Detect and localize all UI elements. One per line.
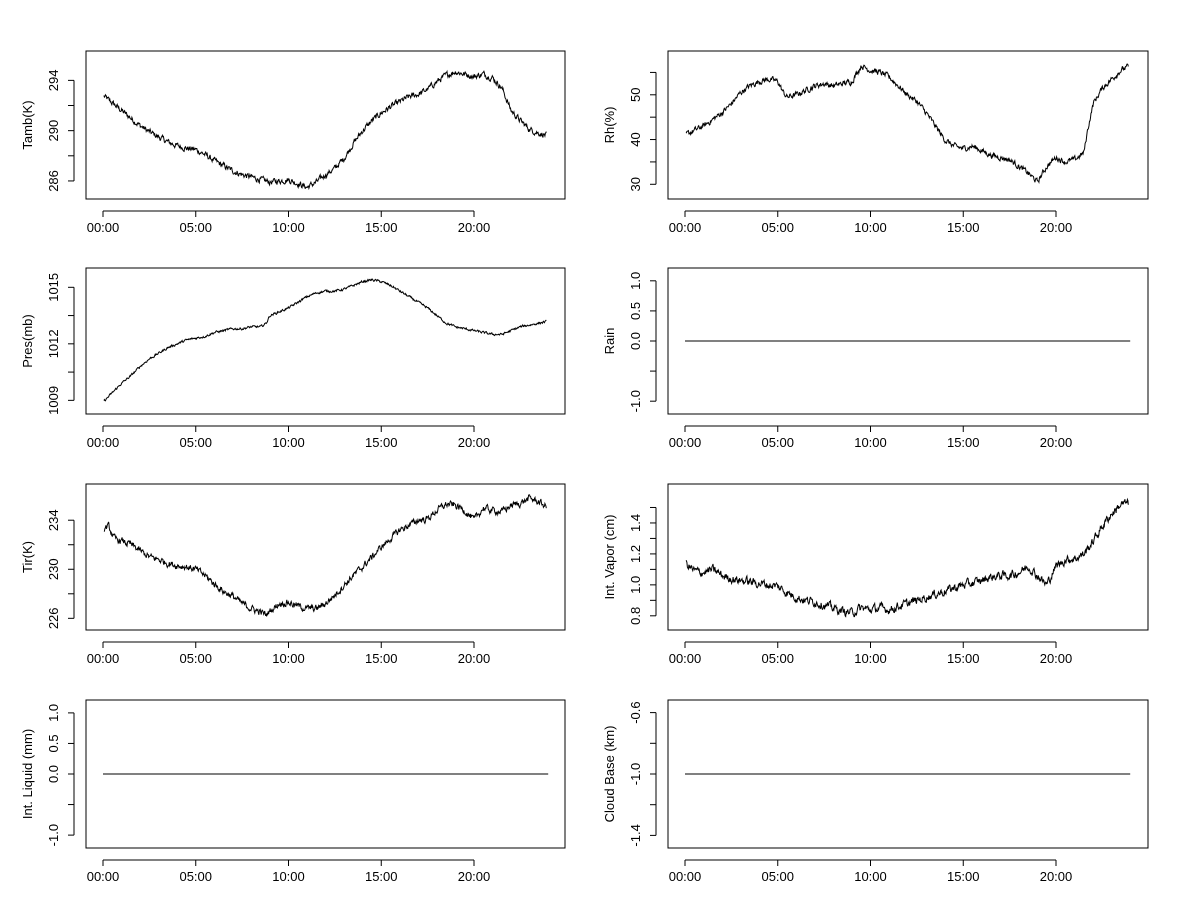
y-tick-label: -1.0 xyxy=(628,390,643,412)
x-tick-label: 20:00 xyxy=(458,435,491,450)
x-tick-label: 10:00 xyxy=(854,651,887,666)
panel-1: 00:00 05:00 10:00 15:00 20:00 286 290 294 Tamb(K… xyxy=(20,50,566,235)
x-tick-label: 20:00 xyxy=(458,651,491,666)
x-tick-label: 05:00 xyxy=(761,651,794,666)
y-tick-label: 40 xyxy=(628,132,643,146)
x-tick-label: 10:00 xyxy=(854,220,887,235)
y-tick-label: -1.0 xyxy=(628,763,643,785)
y-tick-label: 226 xyxy=(46,607,61,629)
y-tick-label: 234 xyxy=(46,509,61,531)
x-tick-label: 15:00 xyxy=(365,220,398,235)
x-tick-label: 20:00 xyxy=(1040,869,1073,884)
x-tick-label: 15:00 xyxy=(947,869,980,884)
plot-frame xyxy=(85,50,566,200)
y-tick-label: 290 xyxy=(46,120,61,142)
y-axis-title: Pres(mb) xyxy=(20,314,35,367)
plot-frame xyxy=(85,699,566,849)
panel-2: 00:00 05:00 10:00 15:00 20:00 30 40 50 Rh(%) xyxy=(602,50,1149,235)
y-tick-label: 1012 xyxy=(46,329,61,358)
y-tick-label: 30 xyxy=(628,177,643,191)
x-tick-label: 00:00 xyxy=(669,869,702,884)
series-line xyxy=(685,63,1129,185)
x-tick-label: 10:00 xyxy=(272,220,305,235)
x-tick-label: 15:00 xyxy=(365,869,398,884)
plot-frame xyxy=(85,267,566,415)
y-tick-label: 1009 xyxy=(46,386,61,415)
panel-6: 00:00 05:00 10:00 15:00 20:00 0.8 1.0 1.2 1.4 Int… xyxy=(602,483,1149,666)
panel-4: 00:00 05:00 10:00 15:00 20:00 -1.0 0.0 0.5 1.0 Ra… xyxy=(602,267,1149,450)
plot-frame xyxy=(667,267,1149,415)
x-tick-label: 20:00 xyxy=(1040,435,1073,450)
x-tick-label: 05:00 xyxy=(179,869,212,884)
x-tick-label: 10:00 xyxy=(272,651,305,666)
x-tick-label: 15:00 xyxy=(947,435,980,450)
y-axis-title: Cloud Base (km) xyxy=(602,726,617,823)
y-tick-label: 0.0 xyxy=(628,332,643,350)
panel-3: 00:00 05:00 10:00 15:00 20:00 1009 1012 1015 Pre… xyxy=(20,267,566,450)
y-axis-title: Rain xyxy=(602,328,617,355)
y-tick-label: 1.0 xyxy=(628,576,643,594)
panel-8: 00:00 05:00 10:00 15:00 20:00 -1.4 -1.0 -0.6 Clo… xyxy=(602,699,1149,884)
x-tick-label: 15:00 xyxy=(947,651,980,666)
x-tick-label: 05:00 xyxy=(179,651,212,666)
x-tick-label: 00:00 xyxy=(87,869,120,884)
x-tick-label: 05:00 xyxy=(179,220,212,235)
y-tick-label: -1.0 xyxy=(46,824,61,846)
y-tick-label: 1.2 xyxy=(628,545,643,563)
x-tick-label: 15:00 xyxy=(947,220,980,235)
x-tick-label: 05:00 xyxy=(761,435,794,450)
x-tick-label: 20:00 xyxy=(1040,220,1073,235)
series-line xyxy=(685,497,1129,618)
x-tick-label: 20:00 xyxy=(1040,651,1073,666)
y-axis-title: Tamb(K) xyxy=(20,100,35,149)
panel-5: 00:00 05:00 10:00 15:00 20:00 226 230 234 Tir(K) xyxy=(20,483,566,666)
x-tick-label: 10:00 xyxy=(272,869,305,884)
x-tick-label: 00:00 xyxy=(669,435,702,450)
x-tick-label: 10:00 xyxy=(854,435,887,450)
panel-7: 00:00 05:00 10:00 15:00 20:00 -1.0 0.0 0.5 1.0 In… xyxy=(20,699,566,884)
y-tick-label: -0.6 xyxy=(628,701,643,723)
series-line xyxy=(103,494,547,617)
y-tick-label: 0.5 xyxy=(46,734,61,752)
x-tick-label: 10:00 xyxy=(854,869,887,884)
x-tick-label: 10:00 xyxy=(272,435,305,450)
x-tick-label: 05:00 xyxy=(761,220,794,235)
plot-frame xyxy=(85,483,566,631)
y-tick-label: 0.0 xyxy=(46,765,61,783)
x-tick-label: 15:00 xyxy=(365,435,398,450)
y-tick-label: 294 xyxy=(46,70,61,92)
x-tick-label: 00:00 xyxy=(669,220,702,235)
y-axis-title: Rh(%) xyxy=(602,107,617,144)
y-axis-title: Int. Vapor (cm) xyxy=(602,514,617,599)
y-tick-label: 1015 xyxy=(46,273,61,302)
x-tick-label: 05:00 xyxy=(179,435,212,450)
y-tick-label: 230 xyxy=(46,558,61,580)
y-axis-title: Tir(K) xyxy=(20,541,35,573)
y-axis-title: Int. Liquid (mm) xyxy=(20,729,35,819)
plot-frame xyxy=(667,50,1149,200)
x-tick-label: 05:00 xyxy=(761,869,794,884)
x-tick-label: 00:00 xyxy=(669,651,702,666)
y-tick-label: 1.0 xyxy=(628,272,643,290)
y-tick-label: -1.4 xyxy=(628,824,643,846)
y-tick-label: 286 xyxy=(46,170,61,192)
y-tick-label: 50 xyxy=(628,88,643,102)
plot-frame xyxy=(667,483,1149,631)
x-tick-label: 20:00 xyxy=(458,869,491,884)
series-line xyxy=(103,69,547,191)
y-tick-label: 1.0 xyxy=(46,704,61,722)
y-tick-label: 0.5 xyxy=(628,302,643,320)
series-line xyxy=(103,278,547,402)
x-tick-label: 00:00 xyxy=(87,651,120,666)
y-tick-label: 1.4 xyxy=(628,514,643,532)
x-tick-label: 00:00 xyxy=(87,435,120,450)
x-tick-label: 00:00 xyxy=(87,220,120,235)
plot-frame xyxy=(667,699,1149,849)
x-tick-label: 15:00 xyxy=(365,651,398,666)
y-tick-label: 0.8 xyxy=(628,607,643,625)
x-tick-label: 20:00 xyxy=(458,220,491,235)
